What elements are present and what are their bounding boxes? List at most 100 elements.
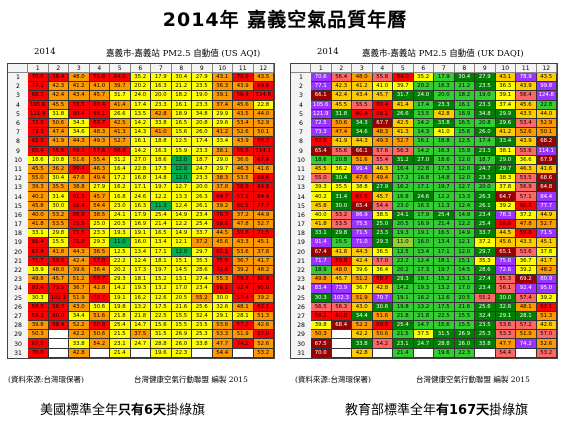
heatmap-cell: 19.6 xyxy=(434,348,455,358)
heatmap-cell: 49.4 xyxy=(372,174,393,184)
heatmap-cell: 12.4 xyxy=(454,201,475,211)
heatmap-cell: 42.4 xyxy=(69,256,90,266)
heatmap-cell: 38.8 xyxy=(69,183,90,193)
heatmap-cell: 30.0 xyxy=(331,201,352,211)
heatmap-cell: 34.3 xyxy=(69,118,90,129)
heatmap-cell: 65.4 xyxy=(352,201,373,211)
heatmap-cell: 50.3 xyxy=(28,330,49,340)
heatmap-cell: 43.4 xyxy=(69,91,90,101)
chart-title: 嘉義市-嘉義站 PM2.5 自動值 (US AQI) xyxy=(106,49,261,59)
heatmap-cell: 20.0 xyxy=(192,183,213,193)
heatmap-cell: 68.2 xyxy=(253,137,274,147)
heatmap-cell: 14.7 xyxy=(130,321,151,331)
heatmap-cell: 55.6 xyxy=(48,146,69,156)
heatmap-cell: 14.2 xyxy=(130,146,151,156)
heatmap-cell: 17.9 xyxy=(151,73,172,83)
heatmap-cell: 19.0 xyxy=(475,91,496,101)
month-header: 5 xyxy=(110,64,131,73)
heatmap-cell: 48.0 xyxy=(331,265,352,276)
heatmap-cell: 42.8 xyxy=(434,109,455,119)
heatmap-cell: 25.4 xyxy=(110,321,131,331)
heatmap-cell: 23.4 xyxy=(192,284,213,294)
heatmap-cell: 70.0 xyxy=(311,348,332,358)
day-header: 1 xyxy=(291,73,311,83)
heatmap-cell: 14.3 xyxy=(130,128,151,138)
heatmap-cell: 52.7 xyxy=(110,137,131,147)
day-header: 10 xyxy=(291,155,311,165)
heatmap-cell: 58.6 xyxy=(212,220,233,230)
heatmap-cell: 33.7 xyxy=(475,229,496,239)
heatmap-cell: 65.4 xyxy=(311,146,332,156)
heatmap-cell: 17.3 xyxy=(413,265,434,276)
heatmap-cell: 52.7 xyxy=(253,220,274,230)
heatmap-cell: 30.6 xyxy=(89,302,110,312)
heatmap-cell: 13.5 xyxy=(413,109,434,119)
heatmap-cell: 12.7 xyxy=(454,183,475,193)
heatmap-cell: 21.5 xyxy=(110,330,131,340)
day-header: 26 xyxy=(8,302,28,312)
heatmap-cell: 13.1 xyxy=(171,275,192,285)
heatmap-cell: 67.7 xyxy=(89,118,110,129)
month-header: 5 xyxy=(393,64,414,73)
heatmap-cell: 12.0 xyxy=(454,247,475,257)
heatmap-cell: 68.6 xyxy=(253,174,274,184)
heatmap-cell: 39.2 xyxy=(536,293,557,303)
heatmap-cell: 34.8 xyxy=(475,109,496,119)
heatmap-cell: 53.4 xyxy=(233,118,254,129)
heatmap-cell: 37.8 xyxy=(253,247,274,257)
year-label: 2014 xyxy=(34,47,56,57)
heatmap-cell: 57.0 xyxy=(536,330,557,340)
heatmap-cell: 15.5 xyxy=(454,321,475,331)
day-header: 11 xyxy=(8,164,28,175)
heatmap-cell: 102.3 xyxy=(331,293,352,303)
heatmap-cell: 46.3 xyxy=(372,164,393,175)
heatmap-cell: 16.3 xyxy=(434,82,455,92)
heatmap-cell: 56.9 xyxy=(516,183,537,193)
heatmap-cell: 66.1 xyxy=(69,146,90,156)
heatmap-cell: 70.7 xyxy=(372,293,393,303)
heatmap-cell: 55.4 xyxy=(372,155,393,165)
heatmap-cell: 77.1 xyxy=(311,82,332,92)
heatmap-cell: 27.9 xyxy=(475,73,496,83)
heatmap-cell: 17.3 xyxy=(434,164,455,175)
heatmap-cell: 18.6 xyxy=(151,155,172,165)
heatmap-cell: 49.3 xyxy=(372,137,393,147)
heatmap-cell: 16.1 xyxy=(413,137,434,147)
heatmap-cell: 29.6 xyxy=(495,118,516,129)
heatmap-cell: 45.5 xyxy=(28,164,49,175)
heatmap-cell: 59.2 xyxy=(28,311,49,322)
heatmap-cell: 19.7 xyxy=(151,265,172,276)
heatmap-cell: 43.0 xyxy=(69,302,90,312)
heatmap-cell: 58.1 xyxy=(372,109,393,119)
heatmap-cell: 54.4 xyxy=(372,201,393,211)
heatmap-cell: 36.3 xyxy=(212,82,233,92)
heatmap-cell: 15.5 xyxy=(171,311,192,322)
day-header: 23 xyxy=(291,275,311,285)
heatmap-cell: 70.6 xyxy=(28,73,49,83)
heatmap-cell: 83.4 xyxy=(28,284,49,294)
caption-highlight: 有167天 xyxy=(436,403,490,418)
caption-post: 掛綠旗 xyxy=(489,403,529,418)
heatmap-cell: 41.9 xyxy=(331,137,352,147)
heatmap-cell: 17.2 xyxy=(110,174,131,184)
heatmap-cell: 75.5 xyxy=(69,220,90,230)
heatmap-cell: 15.6 xyxy=(151,321,172,331)
heatmap-cell: 33.8 xyxy=(475,339,496,349)
heatmap-cell: 28.1 xyxy=(516,311,537,322)
day-header: 18 xyxy=(8,229,28,239)
heatmap-cell: 37.2 xyxy=(475,238,496,248)
heatmap-cell: 25.6 xyxy=(192,302,213,312)
heatmap-cell: 48.3 xyxy=(89,128,110,138)
heatmap-cell xyxy=(89,348,110,358)
heatmap-cell: 45.8 xyxy=(28,201,49,211)
heatmap-cell: 20.0 xyxy=(434,91,455,101)
heatmap-cell: 52.6 xyxy=(516,128,537,138)
heatmap-cell: 27.0 xyxy=(413,155,434,165)
heatmap-cell: 42.6 xyxy=(536,321,557,331)
heatmap-cell xyxy=(331,339,352,349)
heatmap-cell: 12.2 xyxy=(151,192,172,202)
caption-pre: 美國標準全年 xyxy=(40,403,119,418)
heatmap-cell: 52.6 xyxy=(233,128,254,138)
heatmap-cell: 29.1 xyxy=(495,311,516,322)
heatmap-cell: 51.2 xyxy=(352,275,373,285)
